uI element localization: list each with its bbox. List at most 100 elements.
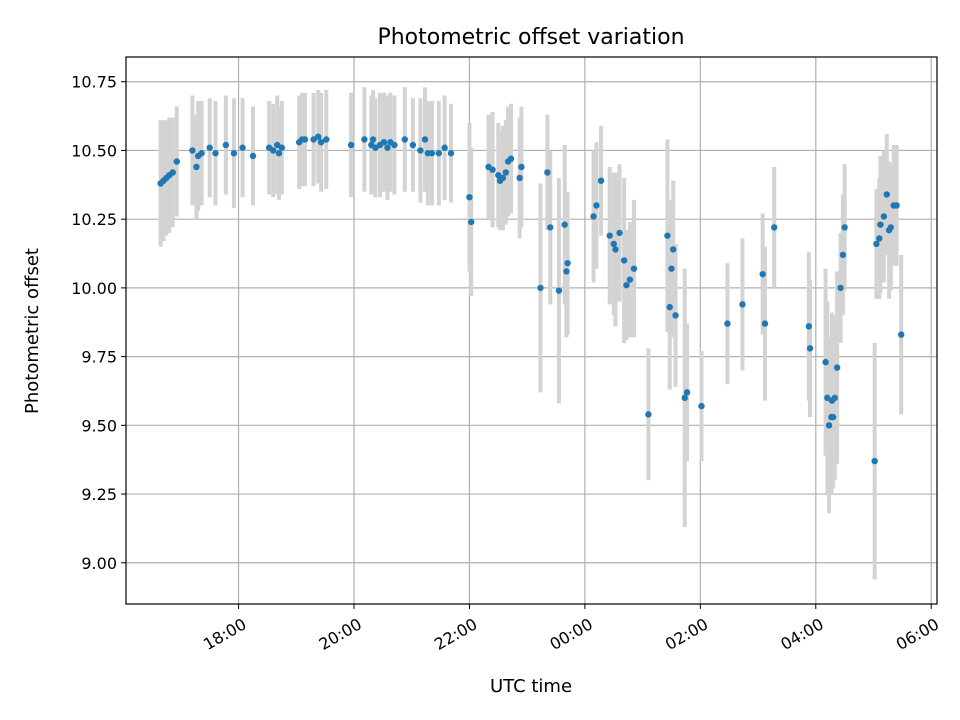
data-point: [499, 174, 507, 182]
data-point: [887, 224, 895, 231]
data-point: [369, 136, 377, 143]
x-axis-label: UTC time: [490, 676, 572, 697]
data-point: [169, 169, 176, 176]
data-point: [495, 171, 502, 179]
data-point: [447, 150, 455, 157]
data-point: [590, 213, 597, 220]
x-tick-label: 20:00: [316, 614, 365, 654]
data-point: [806, 345, 814, 352]
data-point: [173, 158, 180, 165]
data-point: [610, 240, 617, 248]
data-point: [212, 150, 219, 157]
data-point: [761, 320, 769, 327]
data-point: [724, 320, 731, 327]
plot-frame: [125, 56, 938, 605]
data-points: [157, 133, 905, 465]
data-point: [670, 246, 677, 253]
data-point: [189, 147, 196, 154]
data-point: [401, 136, 408, 143]
data-point: [384, 144, 391, 151]
data-point: [837, 284, 844, 292]
data-point: [417, 147, 424, 154]
data-point: [372, 144, 379, 151]
y-tick-label: 9.00: [81, 554, 117, 573]
data-point: [391, 141, 398, 149]
data-point: [547, 224, 554, 231]
data-point: [626, 276, 634, 283]
data-point: [672, 312, 679, 319]
data-point: [409, 141, 417, 149]
data-point: [301, 136, 309, 143]
data-point: [489, 166, 496, 173]
data-point: [825, 422, 833, 429]
data-point: [239, 144, 246, 151]
data-point: [739, 301, 746, 308]
grid-lines: [126, 57, 937, 604]
data-point: [537, 284, 544, 292]
data-point: [824, 394, 831, 402]
data-point: [841, 224, 848, 231]
data-point: [278, 144, 286, 151]
x-tick-label: 00:00: [546, 614, 595, 654]
y-tick-label: 10.25: [71, 210, 117, 229]
data-point: [516, 174, 523, 182]
data-point: [898, 331, 905, 338]
data-point: [759, 270, 766, 278]
data-point: [317, 139, 325, 146]
data-point: [668, 265, 675, 272]
data-point: [380, 139, 388, 146]
data-point: [833, 364, 841, 371]
data-point: [623, 281, 630, 289]
data-point: [771, 224, 778, 231]
data-point: [876, 235, 883, 242]
data-point: [249, 152, 257, 160]
data-point: [361, 136, 368, 143]
data-point: [230, 150, 238, 157]
error-bars: [158, 87, 904, 580]
data-point: [275, 150, 283, 157]
data-point: [839, 251, 847, 259]
data-point: [597, 177, 605, 184]
y-tick-label: 9.50: [81, 416, 117, 435]
data-point: [441, 144, 448, 151]
data-point: [877, 221, 884, 228]
data-point: [880, 213, 888, 220]
data-point: [873, 240, 880, 248]
x-tick-label: 06:00: [893, 614, 942, 654]
data-point: [421, 136, 429, 143]
data-point: [564, 259, 571, 267]
data-point: [829, 413, 837, 421]
data-point: [612, 246, 619, 253]
y-tick-label: 9.25: [81, 485, 117, 504]
data-point: [698, 402, 705, 410]
data-point: [893, 202, 900, 209]
data-point: [593, 202, 600, 209]
data-point: [555, 287, 563, 294]
data-point: [315, 133, 322, 140]
x-tick-label: 22:00: [431, 614, 480, 654]
data-point: [274, 141, 281, 149]
data-point: [666, 303, 673, 311]
data-point: [822, 358, 829, 366]
data-point: [563, 268, 570, 275]
x-tick-label: 18:00: [200, 614, 249, 654]
data-point: [467, 218, 475, 226]
y-tick-label: 9.75: [81, 348, 117, 367]
y-axis-label: Photometric offset: [22, 248, 43, 414]
data-point: [198, 150, 205, 157]
data-point: [683, 389, 691, 396]
data-point: [323, 136, 330, 143]
data-point: [645, 411, 652, 418]
data-point: [616, 229, 623, 237]
y-tick-label: 10.00: [71, 279, 117, 298]
chart-title: Photometric offset variation: [377, 25, 684, 50]
data-point: [664, 232, 671, 239]
data-point: [507, 155, 515, 162]
data-point: [561, 221, 568, 228]
data-point: [518, 163, 525, 171]
data-point: [831, 394, 839, 402]
data-point: [428, 150, 436, 157]
x-tick-label: 02:00: [662, 614, 711, 654]
data-point: [502, 169, 510, 176]
